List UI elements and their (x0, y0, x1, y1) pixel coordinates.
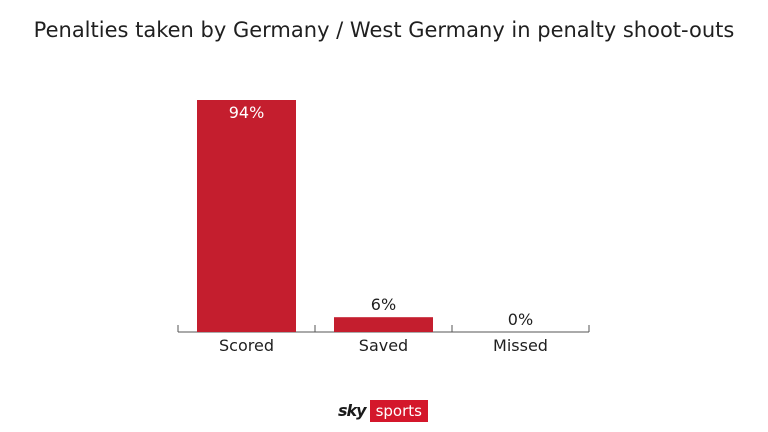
category-label-saved: Saved (359, 336, 408, 355)
data-label-missed: 0% (508, 310, 533, 329)
bar-saved (334, 317, 433, 332)
chart-title: Penalties taken by Germany / West German… (33, 18, 735, 42)
logo-sports-text: sports (369, 400, 428, 422)
category-label-scored: Scored (219, 336, 274, 355)
sky-sports-logo: sky sports (336, 400, 428, 422)
data-label-scored: 94% (229, 103, 265, 122)
bar-scored (197, 100, 296, 332)
data-label-saved: 6% (371, 295, 396, 314)
category-label-missed: Missed (493, 336, 548, 355)
logo-sky-text: sky (336, 400, 370, 422)
